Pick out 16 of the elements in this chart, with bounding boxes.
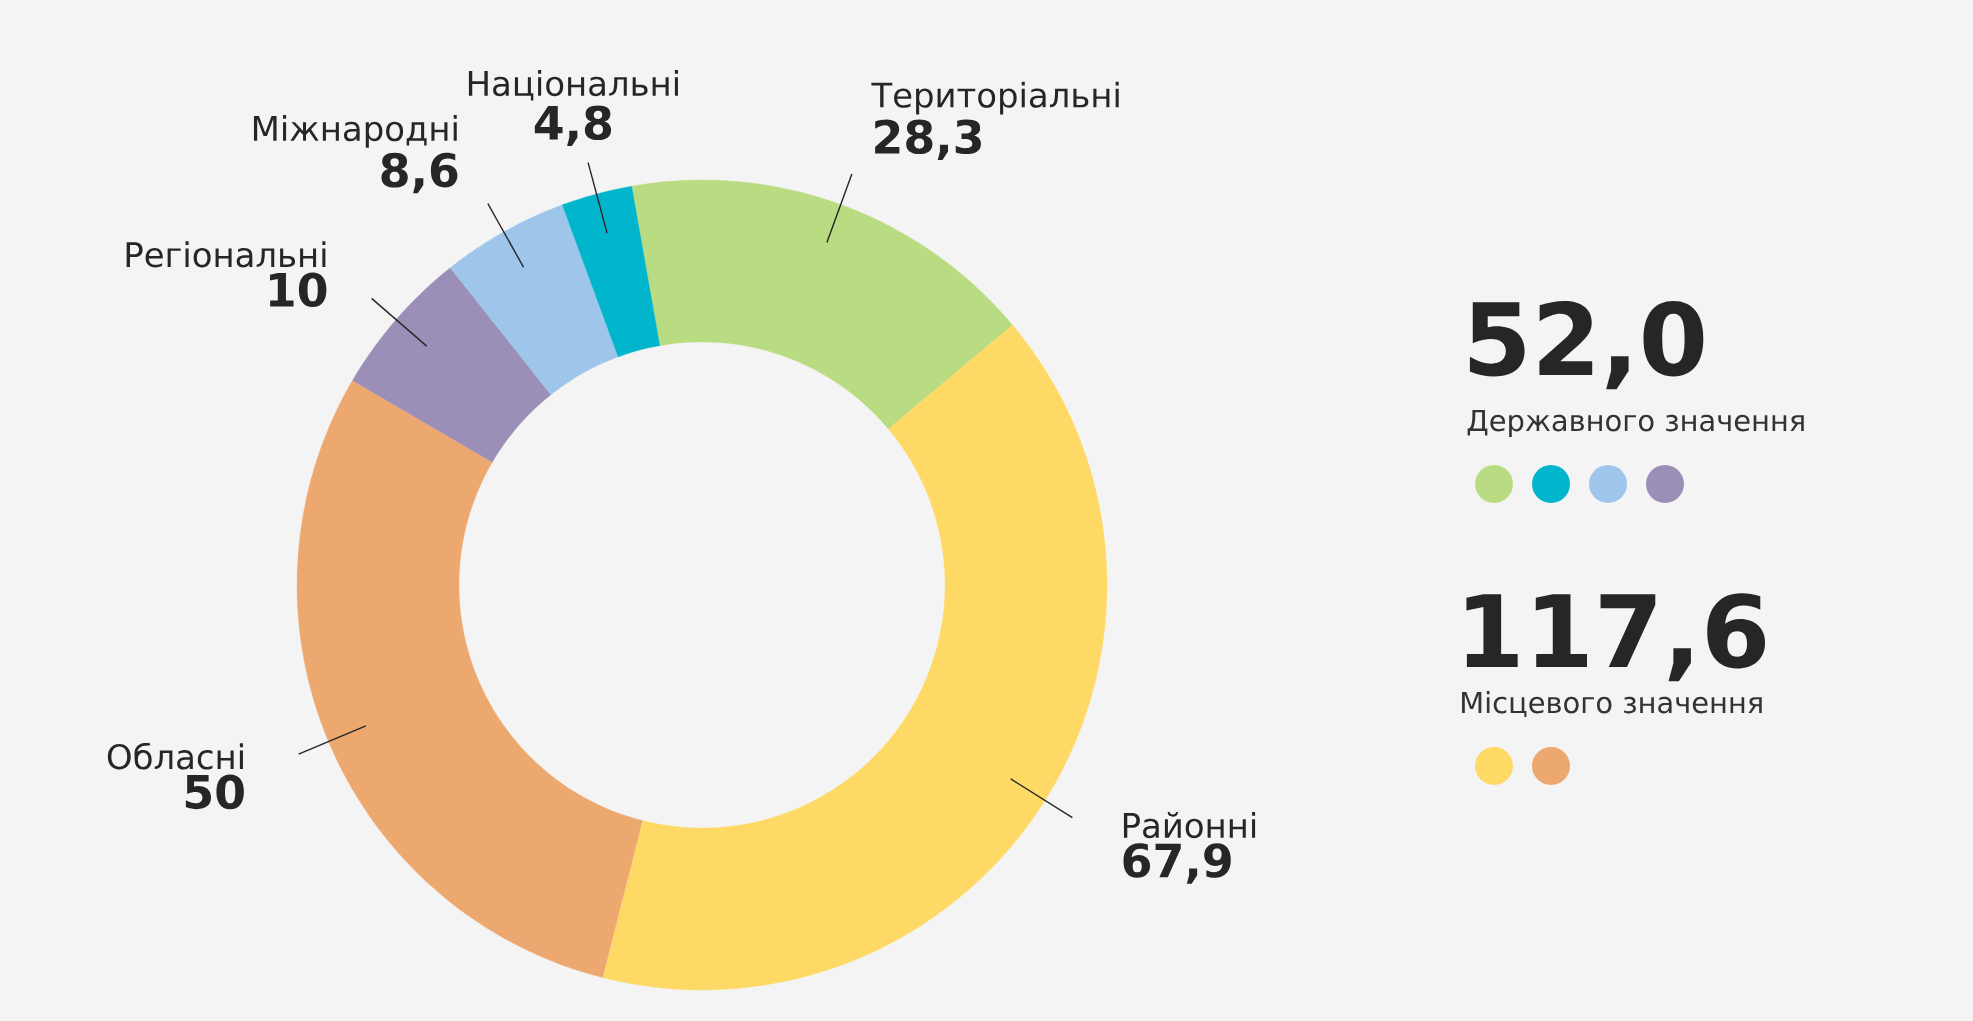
slice-label: Територіальні [871,81,1119,115]
slice-label: Районні [1123,811,1256,839]
text: Державного значення [1467,409,1804,437]
text: Місцевого значення [1462,691,1762,717]
text: 117,6 [1466,593,1766,682]
data-label: 4,8 [534,105,612,146]
data-label: 28,3 [875,119,981,160]
data-label: 67,9 [1123,843,1231,884]
slice-label: Обласні [107,742,243,770]
data-label: 8,6 [381,152,458,194]
slice-label: Національні [468,69,678,101]
text: 52,0 [1469,301,1704,390]
slice-label: Міжнародні [253,115,457,148]
slice-label: Регіональні [126,241,326,268]
data-label: 50 [185,774,244,810]
data-label: 10 [269,272,327,308]
